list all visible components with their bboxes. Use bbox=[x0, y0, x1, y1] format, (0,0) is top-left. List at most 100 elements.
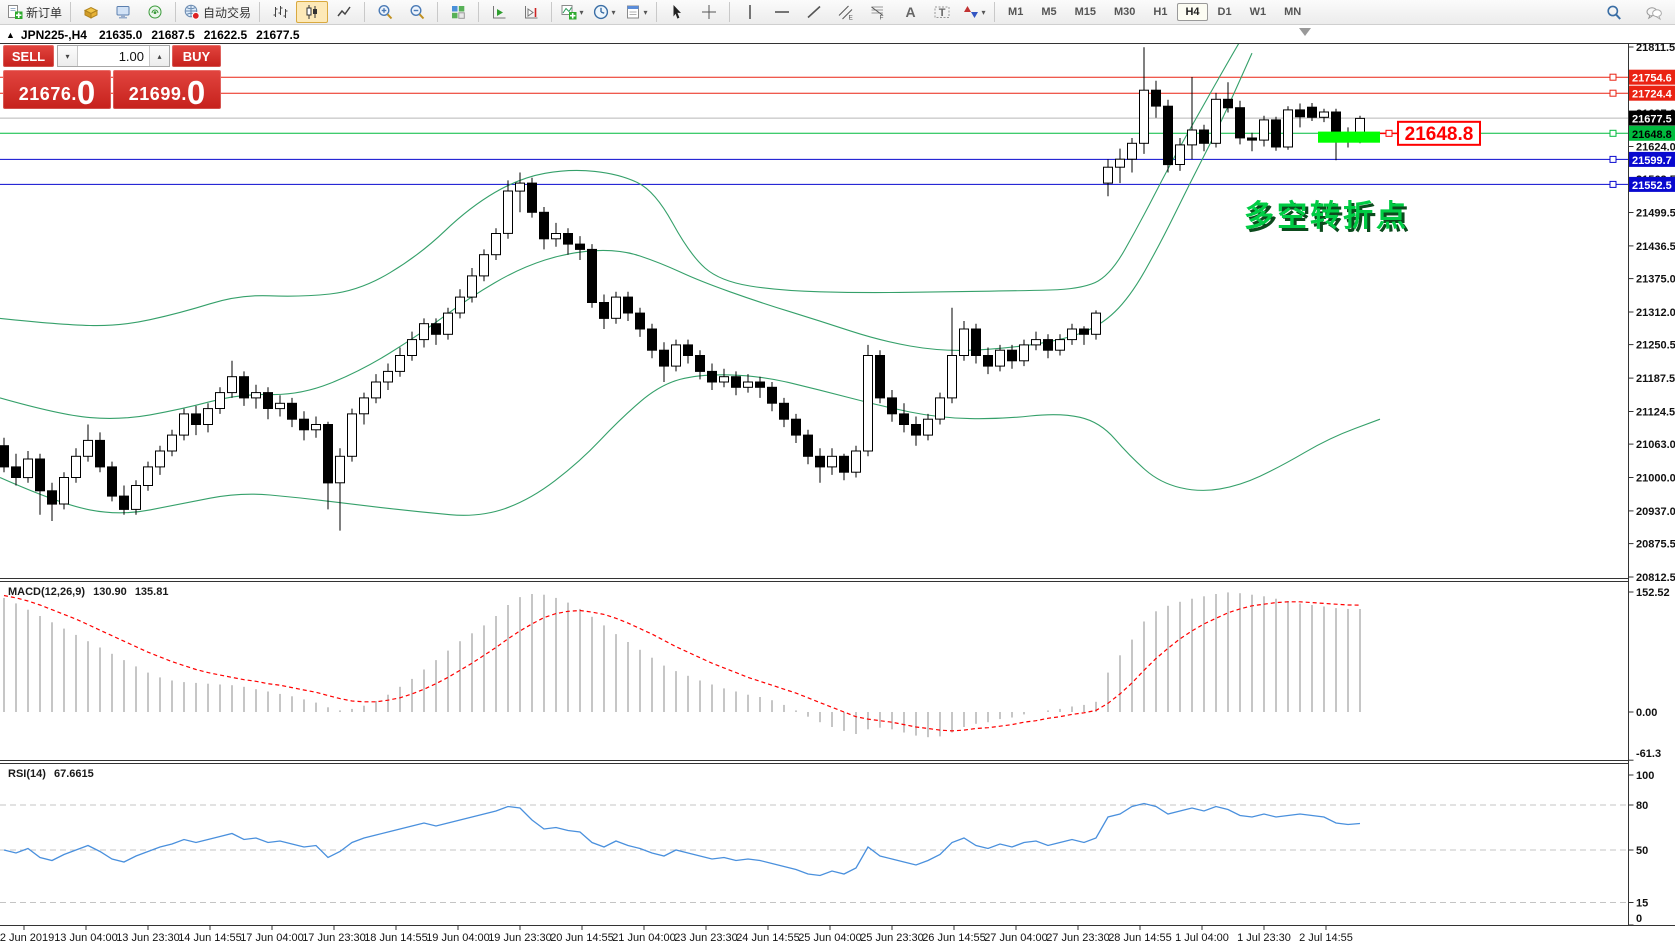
market-watch-button[interactable] bbox=[75, 1, 107, 23]
horizontal-line-tool-button[interactable] bbox=[766, 1, 798, 23]
chart-shift-marker-icon[interactable] bbox=[1299, 28, 1311, 36]
horizontal-level-lines[interactable] bbox=[0, 73, 1628, 188]
svg-text:21648.8: 21648.8 bbox=[1632, 129, 1672, 141]
auto-scroll-icon bbox=[493, 6, 506, 19]
text-tool-button[interactable]: A bbox=[894, 1, 926, 23]
macd-main-value: 130.90 bbox=[93, 586, 127, 598]
cursor-tool-button[interactable] bbox=[661, 1, 693, 23]
buy-button[interactable]: BUY bbox=[172, 45, 221, 67]
autotrading-button[interactable]: 自动交易 bbox=[180, 1, 255, 23]
timeframe-H4[interactable]: H4 bbox=[1177, 3, 1208, 21]
text-label-tool-button[interactable]: T bbox=[926, 1, 958, 23]
text-label-icon: T bbox=[934, 6, 950, 19]
vertical-line-tool-button[interactable] bbox=[734, 1, 766, 23]
fibonacci-tool-button[interactable]: F bbox=[862, 1, 894, 23]
sell-button[interactable]: SELL bbox=[3, 45, 54, 67]
sell-price-main: 21676 bbox=[18, 84, 72, 104]
svg-text:17 Jun 04:00: 17 Jun 04:00 bbox=[240, 932, 304, 944]
timeframe-D1[interactable]: D1 bbox=[1217, 6, 1232, 18]
navigator-button[interactable] bbox=[107, 1, 139, 23]
timeframe-M1[interactable]: M1 bbox=[1008, 6, 1024, 18]
svg-text:21312.0: 21312.0 bbox=[1636, 307, 1675, 319]
rsi-line bbox=[3, 802, 1361, 877]
svg-text:0.00: 0.00 bbox=[1636, 707, 1657, 719]
collapse-panel-icon[interactable]: ▲ bbox=[6, 30, 15, 40]
svg-text:21124.5: 21124.5 bbox=[1636, 407, 1675, 419]
macd-signal-line bbox=[3, 594, 1361, 732]
svg-text:13 Jun 23:30: 13 Jun 23:30 bbox=[116, 932, 180, 944]
equidistant-channel-icon: E bbox=[838, 5, 854, 20]
price-axis[interactable]: 21811.521749.021687.021624.021562.521499… bbox=[1628, 42, 1675, 584]
timeframe-M30[interactable]: M30 bbox=[1114, 6, 1136, 18]
toolbar-separator bbox=[729, 2, 731, 22]
line-chart-mode-button[interactable] bbox=[328, 1, 360, 23]
zoom-out-button[interactable] bbox=[401, 1, 433, 23]
macd-axis[interactable]: 152.52 0.00 -61.3 bbox=[1628, 587, 1670, 761]
bollinger-upper bbox=[0, 44, 1240, 327]
highlight-rectangle[interactable] bbox=[1318, 131, 1380, 143]
auto-scroll-button[interactable] bbox=[483, 1, 515, 23]
symbol-period-label: JPN225-,H4 bbox=[20, 28, 87, 42]
indicators-list-button[interactable]: ▾ bbox=[556, 1, 588, 23]
zoom-in-button[interactable] bbox=[369, 1, 401, 23]
dropdown-caret-icon: ▾ bbox=[981, 7, 986, 17]
periods-button[interactable]: ▾ bbox=[588, 1, 620, 23]
toolbar-separator bbox=[551, 2, 553, 22]
chart-title: ▲ JPN225-,H4 21635.0 21687.5 21622.5 216… bbox=[6, 28, 309, 42]
timeframe-M5[interactable]: M5 bbox=[1041, 6, 1057, 18]
toolbar-separator bbox=[478, 2, 480, 22]
new-order-button[interactable]: 新订单 bbox=[3, 1, 66, 23]
svg-text:21187.5: 21187.5 bbox=[1636, 373, 1675, 385]
svg-text:21724.4: 21724.4 bbox=[1632, 89, 1673, 101]
templates-button[interactable]: ▾ bbox=[620, 1, 652, 23]
candlestick-mode-button[interactable] bbox=[296, 1, 329, 23]
chat-icon bbox=[1646, 7, 1662, 21]
svg-text:24 Jun 14:55: 24 Jun 14:55 bbox=[736, 932, 800, 944]
svg-text:27 Jun 23:30: 27 Jun 23:30 bbox=[1046, 932, 1110, 944]
svg-text:25 Jun 23:30: 25 Jun 23:30 bbox=[860, 932, 924, 944]
sell-price-sep: . bbox=[71, 84, 77, 104]
svg-text:21250.5: 21250.5 bbox=[1636, 340, 1675, 352]
svg-text:19 Jun 23:30: 19 Jun 23:30 bbox=[488, 932, 552, 944]
sell-price-button[interactable]: 21676. 0 bbox=[3, 70, 111, 109]
buy-price-button[interactable]: 21699. 0 bbox=[113, 70, 221, 109]
svg-text:28 Jun 14:55: 28 Jun 14:55 bbox=[1108, 932, 1172, 944]
svg-text:21624.0: 21624.0 bbox=[1636, 142, 1675, 154]
arrows-tool-button[interactable]: ▾ bbox=[958, 1, 990, 23]
tile-windows-button[interactable] bbox=[442, 1, 474, 23]
buy-price-main: 21699 bbox=[128, 84, 182, 104]
timeframe-W1[interactable]: W1 bbox=[1249, 6, 1267, 18]
chat-button[interactable] bbox=[1638, 2, 1670, 24]
volume-input[interactable] bbox=[78, 46, 149, 66]
svg-text:21 Jun 04:00: 21 Jun 04:00 bbox=[612, 932, 676, 944]
tile-windows-icon bbox=[452, 6, 465, 19]
low-value: 21622.5 bbox=[203, 28, 248, 42]
open-value: 21635.0 bbox=[98, 28, 143, 42]
macd-signal-value: 135.81 bbox=[134, 586, 169, 598]
crosshair-tool-button[interactable] bbox=[693, 1, 725, 23]
timeframe-M15[interactable]: M15 bbox=[1074, 6, 1096, 18]
buy-price-sep: . bbox=[181, 84, 187, 104]
terminal-icon bbox=[148, 5, 162, 19]
channel-tool-button[interactable]: E bbox=[830, 1, 862, 23]
terminal-button[interactable] bbox=[139, 1, 171, 23]
navigator-icon bbox=[116, 6, 130, 19]
svg-text:21677.5: 21677.5 bbox=[1632, 114, 1672, 126]
timeframe-MN[interactable]: MN bbox=[1284, 6, 1302, 18]
crosshair-icon bbox=[702, 5, 717, 19]
svg-text:21811.5: 21811.5 bbox=[1636, 42, 1675, 54]
volume-decrease-button[interactable]: ▾ bbox=[58, 46, 78, 66]
bar-chart-mode-button[interactable] bbox=[264, 1, 296, 23]
volume-increase-button[interactable]: ▴ bbox=[149, 46, 169, 66]
rsi-axis[interactable]: 100 80 50 15 0 bbox=[1628, 770, 1655, 926]
chart-shift-button[interactable] bbox=[515, 1, 547, 23]
trendline-tool-button[interactable] bbox=[798, 1, 830, 23]
search-button[interactable] bbox=[1598, 2, 1630, 24]
candlestick-chart-icon bbox=[306, 5, 318, 19]
price-tag-callout[interactable]: 21648.8 bbox=[1380, 120, 1481, 146]
timeframe-H1[interactable]: H1 bbox=[1153, 6, 1168, 18]
